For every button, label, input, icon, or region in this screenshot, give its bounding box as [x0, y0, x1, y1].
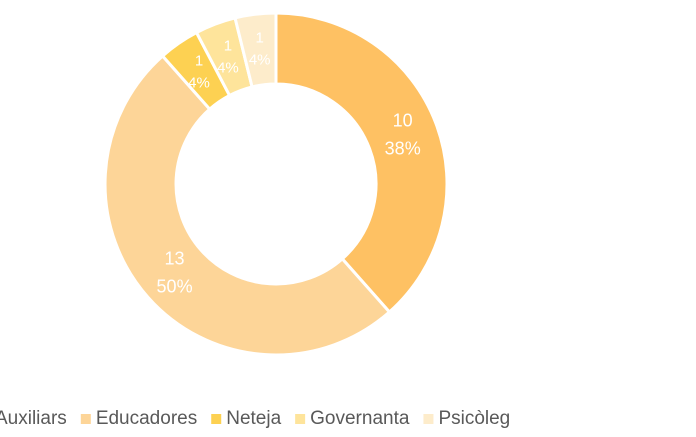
value-label: 1: [195, 52, 203, 69]
legend-swatch: [211, 414, 222, 424]
percent-label: 4%: [249, 51, 271, 68]
slice: [103, 53, 392, 357]
value-label: 10: [393, 111, 413, 131]
percent-label: 4%: [217, 59, 239, 76]
legend-label: Auxiliars: [0, 408, 67, 429]
value-label: 13: [165, 249, 185, 269]
slice: [233, 11, 278, 89]
legend-label: Neteja: [226, 408, 281, 429]
legend-label: Governanta: [310, 408, 410, 429]
legend-swatch: [80, 414, 91, 424]
percent-label: 50%: [157, 277, 193, 297]
value-label: 1: [224, 37, 232, 54]
percent-label: 4%: [188, 74, 210, 91]
legend-label: Psicòleg: [438, 408, 510, 429]
value-label: 1: [255, 29, 263, 46]
percent-label: 38%: [385, 139, 421, 159]
legend-label: Educadores: [96, 408, 197, 429]
slice: [274, 11, 449, 315]
legend-swatch: [295, 414, 306, 424]
legend-swatch: [423, 414, 434, 424]
